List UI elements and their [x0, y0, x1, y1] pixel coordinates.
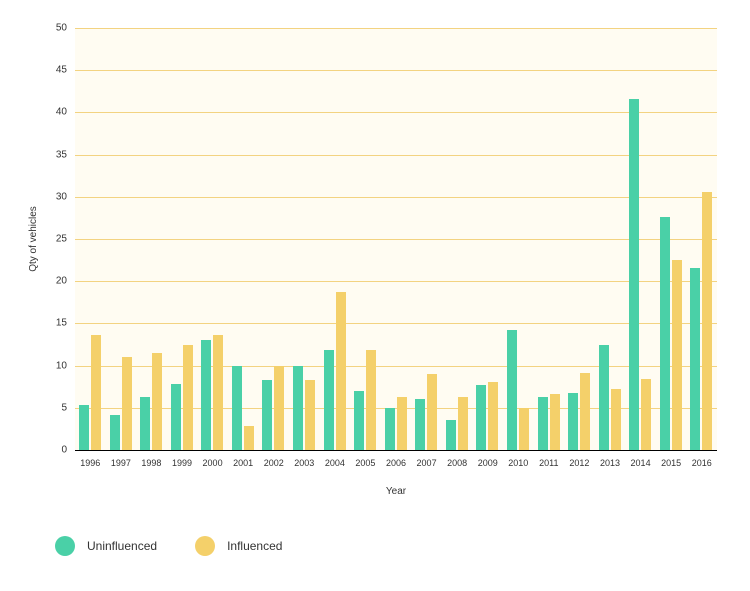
x-tick-label: 2011	[539, 458, 558, 468]
x-tick-label: 2001	[233, 458, 253, 468]
y-tick-label: 10	[43, 360, 67, 371]
bar-uninfluenced	[262, 380, 272, 450]
y-tick-label: 0	[43, 445, 67, 456]
bar-uninfluenced	[171, 384, 181, 450]
x-tick-label: 2008	[447, 458, 467, 468]
bar-influenced	[213, 335, 223, 450]
bar-influenced	[152, 353, 162, 450]
vehicle-chart: 0 5 10 15 20 25 30 35 40 45 50 1996 1997 1998 1999 200…	[0, 0, 750, 591]
legend-item-uninfluenced: Uninfluenced	[55, 536, 157, 556]
bar-influenced	[427, 374, 437, 450]
x-tick-label: 2016	[692, 458, 712, 468]
x-tick-label: 2014	[631, 458, 651, 468]
bar-influenced	[244, 426, 254, 450]
bar-influenced	[458, 397, 468, 450]
bar-influenced	[397, 397, 407, 450]
legend: Uninfluenced Influenced	[55, 536, 282, 556]
legend-swatch-icon	[55, 536, 75, 556]
y-tick-label: 25	[43, 234, 67, 245]
bar-uninfluenced	[629, 99, 639, 450]
bar-influenced	[611, 389, 621, 450]
bar-uninfluenced	[201, 340, 211, 450]
y-tick-label: 50	[43, 23, 67, 34]
x-tick-label: 2002	[264, 458, 284, 468]
legend-item-influenced: Influenced	[195, 536, 282, 556]
bar-uninfluenced	[232, 366, 242, 450]
bar-uninfluenced	[690, 268, 700, 450]
x-tick-label: 1996	[80, 458, 100, 468]
x-tick-label: 1998	[141, 458, 161, 468]
legend-swatch-icon	[195, 536, 215, 556]
x-tick-label: 2010	[508, 458, 528, 468]
x-tick-label: 1999	[172, 458, 192, 468]
x-tick-label: 2004	[325, 458, 345, 468]
bar-influenced	[305, 380, 315, 450]
y-tick-label: 5	[43, 402, 67, 413]
y-tick-label: 15	[43, 318, 67, 329]
bar-uninfluenced	[110, 415, 120, 450]
x-tick-label: 2012	[569, 458, 589, 468]
bars	[75, 28, 717, 450]
bar-influenced	[488, 382, 498, 450]
bar-influenced	[91, 335, 101, 450]
y-tick-label: 35	[43, 149, 67, 160]
x-tick-label: 2013	[600, 458, 620, 468]
x-tick-label: 2000	[203, 458, 223, 468]
y-tick-label: 45	[43, 65, 67, 76]
bar-influenced	[366, 350, 376, 450]
bar-uninfluenced	[476, 385, 486, 450]
legend-label: Influenced	[227, 539, 282, 553]
bar-influenced	[672, 260, 682, 450]
x-axis-label: Year	[386, 486, 406, 497]
bar-uninfluenced	[324, 350, 334, 450]
bar-uninfluenced	[354, 391, 364, 450]
bar-influenced	[183, 345, 193, 451]
bar-influenced	[336, 292, 346, 450]
bar-uninfluenced	[79, 405, 89, 450]
bar-influenced	[274, 366, 284, 450]
bar-influenced	[580, 373, 590, 450]
bar-uninfluenced	[507, 330, 517, 450]
bar-influenced	[702, 192, 712, 450]
bar-uninfluenced	[140, 397, 150, 450]
bar-influenced	[519, 408, 529, 450]
bar-uninfluenced	[385, 408, 395, 450]
x-tick-label: 2006	[386, 458, 406, 468]
y-tick-label: 40	[43, 107, 67, 118]
bar-uninfluenced	[599, 345, 609, 450]
bar-uninfluenced	[415, 399, 425, 450]
bar-influenced	[550, 394, 560, 450]
y-tick-label: 30	[43, 191, 67, 202]
x-tick-label: 2009	[478, 458, 498, 468]
bar-uninfluenced	[293, 366, 303, 450]
x-axis-line	[75, 450, 717, 451]
y-axis-label: Qty of vehicles	[28, 206, 39, 272]
legend-label: Uninfluenced	[87, 539, 157, 553]
x-tick-label: 2015	[661, 458, 681, 468]
x-tick-label: 1997	[111, 458, 131, 468]
y-tick-label: 20	[43, 276, 67, 287]
bar-uninfluenced	[568, 393, 578, 450]
bar-influenced	[641, 379, 651, 450]
x-tick-label: 2005	[355, 458, 375, 468]
bar-influenced	[122, 357, 132, 450]
bar-uninfluenced	[538, 397, 548, 450]
x-tick-label: 2007	[417, 458, 437, 468]
bar-uninfluenced	[660, 217, 670, 450]
x-tick-label: 2003	[294, 458, 314, 468]
bar-uninfluenced	[446, 420, 456, 450]
